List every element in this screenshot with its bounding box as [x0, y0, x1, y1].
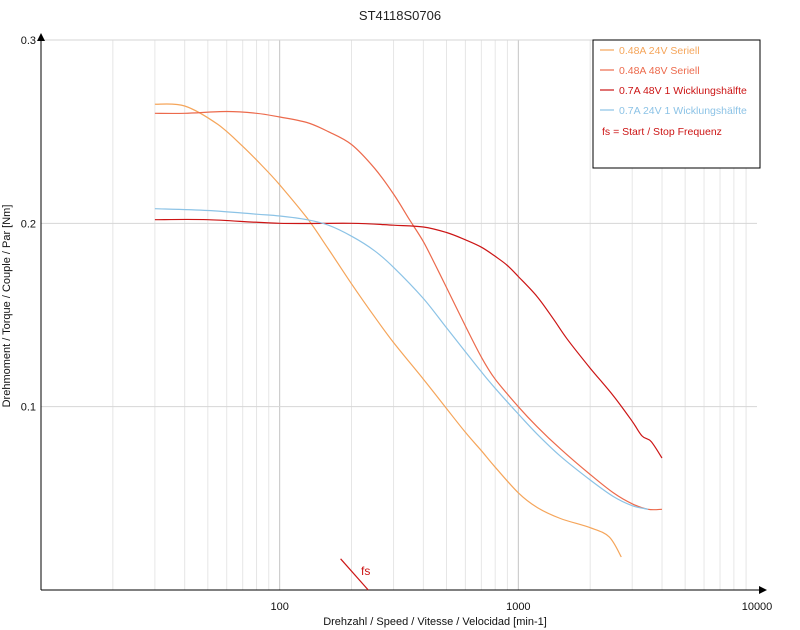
legend-fs-note: fs = Start / Stop Frequenz	[602, 126, 722, 138]
legend-entry-label: 0.48A 24V Seriell	[619, 45, 700, 57]
series-line-4	[154, 208, 649, 510]
chart-title: ST4118S0706	[359, 8, 441, 23]
y-axis-label: Drehmoment / Torque / Couple / Par [Nm]	[1, 205, 13, 408]
series-line-1	[154, 103, 622, 558]
y-axis-arrow	[37, 33, 45, 41]
axes	[37, 33, 767, 594]
x-tick-label: 100	[270, 601, 288, 613]
x-tick-label: 10000	[742, 601, 773, 613]
legend-entry-label: 0.7A 24V 1 Wicklungshälfte	[619, 105, 747, 117]
y-tick-label: 0.2	[21, 218, 36, 230]
legend: 0.48A 24V Seriell 0.48A 48V Seriell 0.7A 4…	[592, 39, 761, 169]
fs-marker: fs	[340, 558, 370, 591]
legend-box	[592, 39, 761, 169]
x-axis-arrow	[759, 586, 767, 594]
x-axis-label: Drehzahl / Speed / Vitesse / Velocidad […	[323, 616, 547, 628]
legend-entry-label: 0.7A 48V 1 Wicklungshälfte	[619, 85, 747, 97]
series-layer	[154, 103, 663, 558]
y-tick-label: 0.1	[21, 402, 36, 414]
tick-labels: 100 1000 10000 0.1 0.2 0.3	[21, 35, 773, 613]
legend-items: 0.48A 24V Seriell 0.48A 48V Seriell 0.7A 4…	[600, 45, 747, 117]
y-tick-label: 0.3	[21, 35, 36, 47]
series-line-3	[154, 218, 663, 459]
fs-marker-line	[340, 558, 369, 591]
fs-marker-label: fs	[361, 564, 370, 578]
x-tick-label: 1000	[506, 601, 530, 613]
series-line-2	[154, 110, 663, 511]
legend-entry-label: 0.48A 48V Seriell	[619, 65, 700, 77]
